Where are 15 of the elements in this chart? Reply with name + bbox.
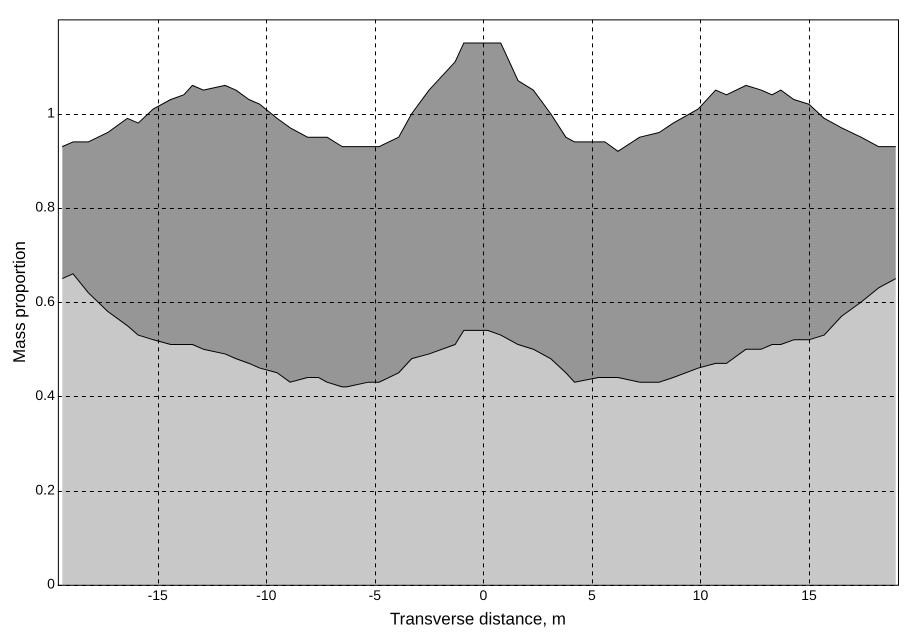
y-tick-label: 0.8: [35, 198, 56, 215]
y-tick-label: 0.4: [35, 387, 56, 404]
x-tick-label: 5: [588, 587, 596, 604]
y-tick-label: 1: [47, 104, 56, 120]
y-tick-label: 0: [47, 576, 56, 592]
x-tick-label: 15: [801, 587, 817, 604]
x-tick-label: -15: [148, 587, 168, 604]
x-tick-label: -5: [368, 587, 382, 604]
x-tick-label: 10: [692, 587, 708, 604]
y-tick-label: 0.2: [35, 481, 56, 498]
y-axis-title: Mass proportion: [10, 241, 29, 364]
x-axis-title: Transverse distance, m: [390, 609, 566, 628]
x-tick-label: -10: [256, 587, 277, 604]
x-tick-label: 0: [479, 587, 488, 604]
y-tick-label: 0.6: [35, 292, 56, 309]
